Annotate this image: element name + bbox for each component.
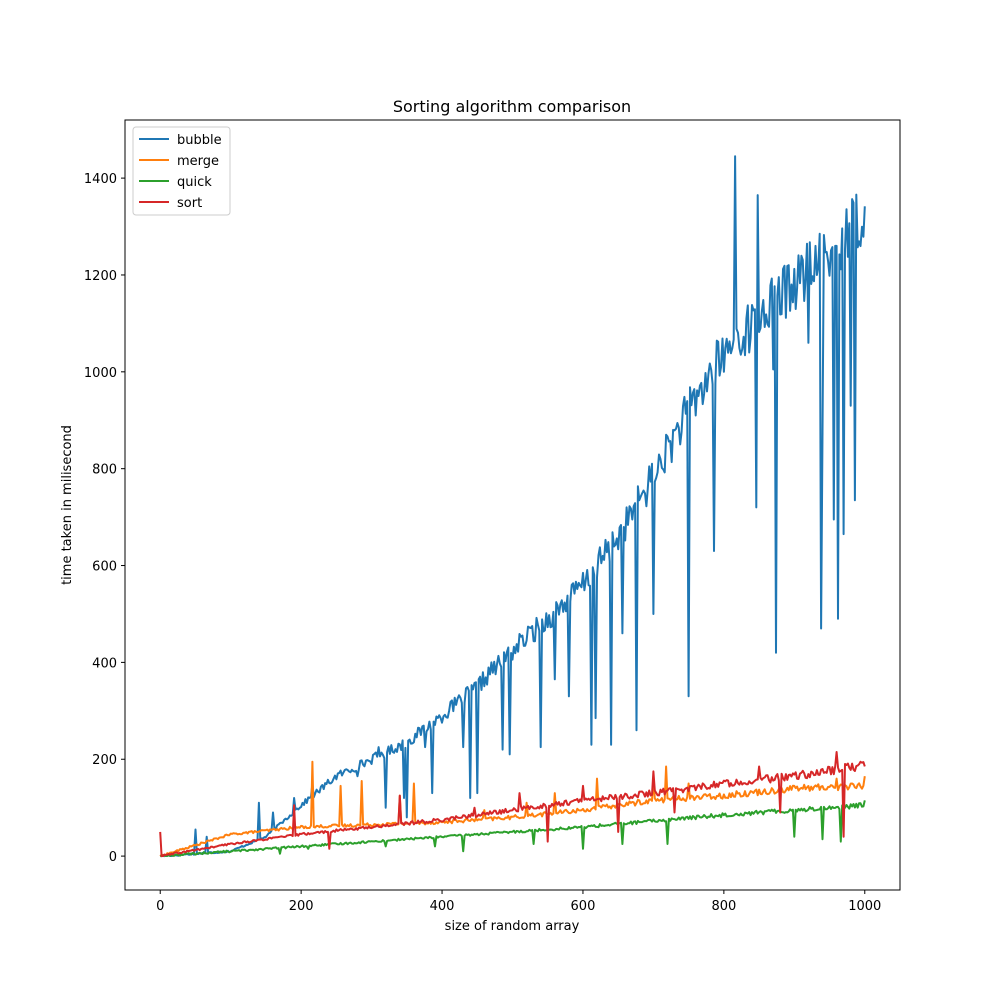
y-axis-label: time taken in milisecond [60, 425, 75, 585]
x-axis-label: size of random array [445, 919, 580, 934]
x-tick-label: 200 [289, 899, 314, 914]
y-tick-label: 800 [92, 463, 117, 478]
legend-box [132, 126, 231, 216]
series-line-quick [160, 800, 866, 858]
x-axis: 0 200 400 600 800 1000 [156, 890, 881, 914]
chart-title: Sorting algorithm comparison [393, 97, 631, 116]
series-layer [159, 155, 866, 858]
y-tick-label: 0 [109, 850, 117, 865]
legend-label-quick: quick [177, 175, 212, 190]
legend-label-merge: merge [177, 154, 219, 169]
legend-label-sort: sort [177, 196, 202, 211]
x-tick-label: 0 [156, 899, 164, 914]
series-line-merge [159, 760, 866, 857]
x-tick-label: 800 [711, 899, 736, 914]
series-line-bubble [159, 155, 866, 858]
legend: bubble merge quick sort [132, 126, 231, 216]
y-tick-label: 200 [92, 753, 117, 768]
x-tick-label: 1000 [848, 899, 881, 914]
y-tick-label: 400 [92, 656, 117, 671]
x-tick-label: 600 [571, 899, 596, 914]
y-tick-label: 1200 [84, 269, 117, 284]
y-tick-label: 1000 [84, 366, 117, 381]
plot-frame [124, 119, 901, 891]
legend-label-bubble: bubble [177, 133, 222, 148]
series-line-sort [159, 751, 866, 858]
y-tick-label: 1400 [84, 172, 117, 187]
y-tick-label: 600 [92, 560, 117, 575]
x-tick-label: 400 [430, 899, 455, 914]
y-axis: 0 200 400 600 800 1000 1200 1400 [84, 172, 125, 865]
